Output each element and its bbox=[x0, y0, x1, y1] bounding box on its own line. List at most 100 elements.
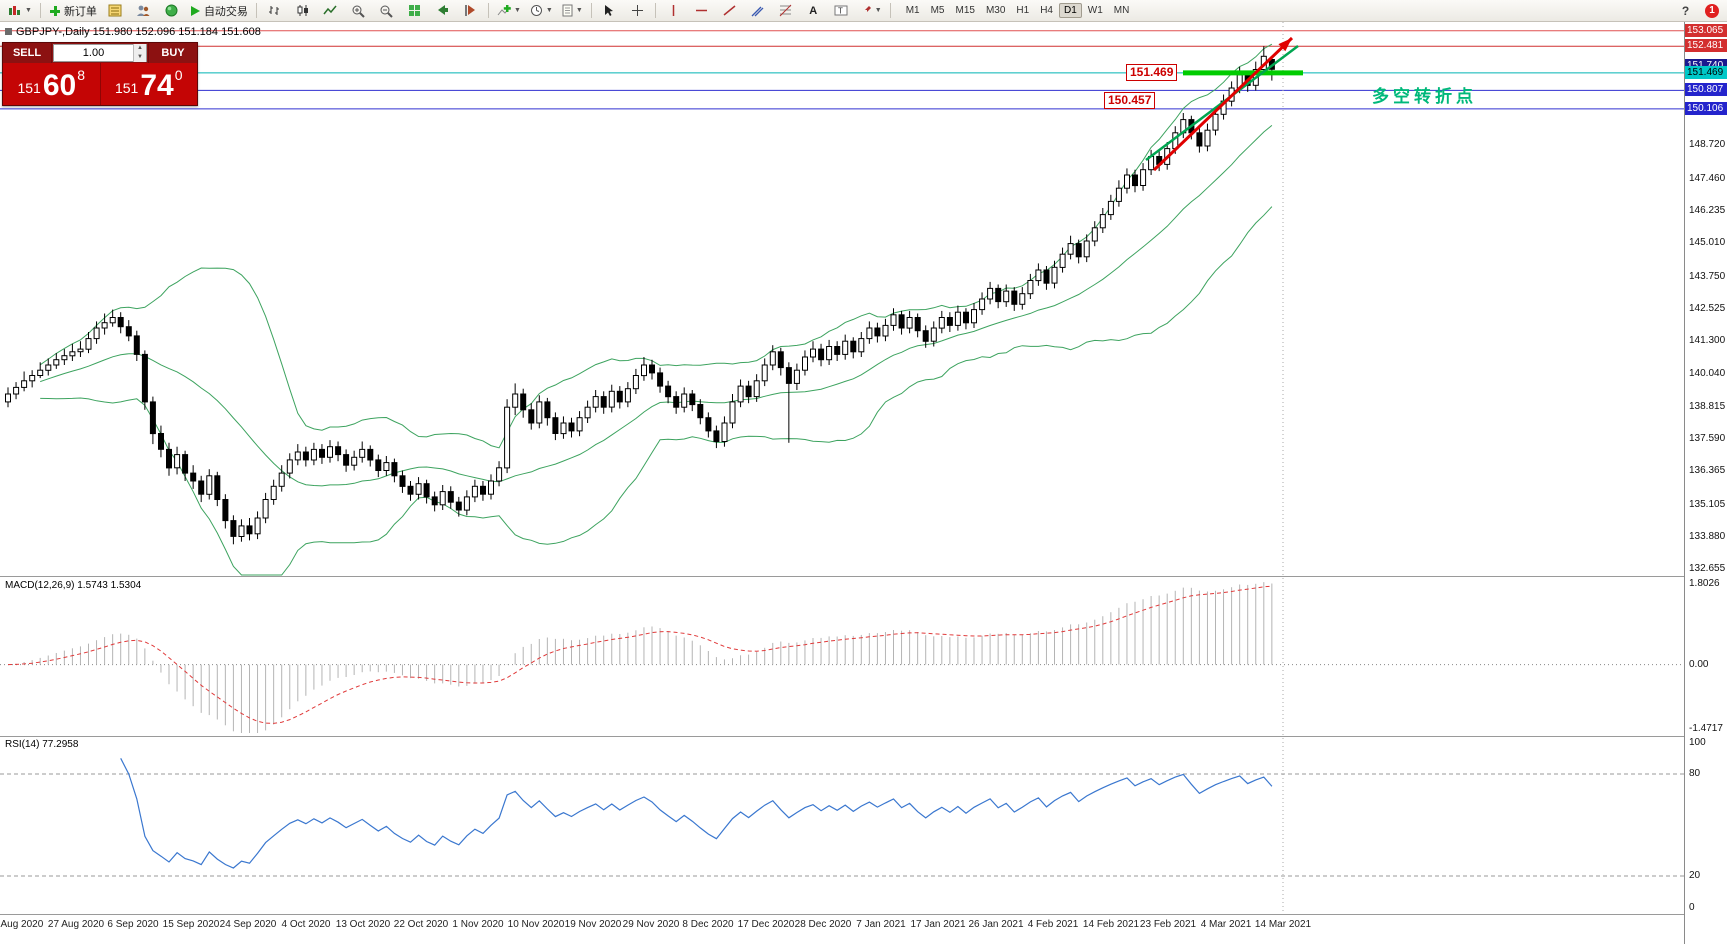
chevron-down-icon: ▼ bbox=[545, 7, 553, 14]
candle-body bbox=[898, 314, 905, 329]
timeframe-button-M30[interactable]: M30 bbox=[985, 5, 1006, 16]
periods-button[interactable]: ▼ bbox=[526, 1, 557, 21]
candle-body bbox=[769, 351, 776, 366]
timeframe-button-M15[interactable]: M15 bbox=[955, 5, 975, 16]
support-price-label[interactable]: 150.457 bbox=[1104, 92, 1156, 109]
crosshair-button[interactable] bbox=[624, 1, 651, 21]
uptrend-arrow[interactable] bbox=[1152, 36, 1294, 172]
chart-context-icon[interactable] bbox=[5, 28, 12, 35]
candle-body bbox=[882, 324, 889, 337]
volume-increase-button[interactable]: ▲ bbox=[134, 44, 146, 53]
line-chart-icon bbox=[323, 5, 338, 15]
candle-body bbox=[1019, 293, 1026, 305]
timeframe-button-H4[interactable]: H4 bbox=[1040, 5, 1053, 16]
candle-body bbox=[488, 480, 494, 495]
candle-body bbox=[1043, 269, 1050, 284]
channel-button[interactable] bbox=[744, 1, 771, 21]
candle-body bbox=[979, 298, 986, 311]
chevron-down-icon: ▼ bbox=[575, 7, 583, 14]
candle-body bbox=[327, 446, 333, 458]
chart-shift-button[interactable] bbox=[457, 1, 484, 21]
candle-body bbox=[158, 433, 164, 450]
horizontal-line-button[interactable] bbox=[688, 1, 715, 21]
bar-chart-button[interactable] bbox=[261, 1, 288, 21]
tile-windows-button[interactable] bbox=[401, 1, 428, 21]
zoom-in-button[interactable] bbox=[345, 1, 372, 21]
date-axis-label: 7 Jan 2021 bbox=[856, 919, 906, 930]
timeframe-button-MN[interactable]: MN bbox=[1113, 5, 1130, 16]
vertical-line-icon bbox=[672, 5, 674, 16]
candle-body bbox=[278, 472, 285, 487]
new-order-button[interactable]: 新订单 bbox=[45, 1, 101, 21]
date-axis-label: 14 Mar 2021 bbox=[1254, 919, 1312, 930]
candlestick-button[interactable] bbox=[289, 1, 316, 21]
volume-input[interactable] bbox=[54, 46, 133, 60]
turning-point-annotation[interactable]: 多空转折点 bbox=[1372, 87, 1477, 106]
chart-drawings bbox=[1145, 22, 1303, 913]
profiles-button[interactable] bbox=[130, 1, 157, 21]
buy-button[interactable]: BUY bbox=[148, 43, 197, 63]
help-button[interactable]: ? bbox=[1681, 3, 1690, 18]
chart-title: GBPJPY-,Daily 151.980 152.096 151.184 15… bbox=[5, 26, 261, 38]
timeframe-button-M5[interactable]: M5 bbox=[930, 5, 945, 16]
indicators-button[interactable]: ▼ bbox=[493, 1, 525, 21]
candle-body bbox=[335, 446, 342, 456]
arrow-head bbox=[1278, 38, 1292, 52]
shapes-button[interactable]: ▼ bbox=[856, 1, 886, 21]
timeframe-button-H1[interactable]: H1 bbox=[1016, 5, 1030, 16]
market-watch-button[interactable] bbox=[102, 1, 129, 21]
new-chart-button[interactable]: ▼ bbox=[4, 1, 36, 21]
time-axis[interactable] bbox=[0, 915, 1685, 944]
candle-body bbox=[504, 406, 511, 469]
sell-button[interactable]: SELL bbox=[3, 43, 52, 63]
date-axis-label: 4 Oct 2020 bbox=[281, 919, 331, 930]
bb-upper-band bbox=[39, 43, 1273, 449]
rsi-tick-label: 100 bbox=[1689, 737, 1706, 748]
text-label-button[interactable]: T bbox=[828, 1, 855, 21]
fibonacci-button[interactable] bbox=[772, 1, 799, 21]
navigator-button[interactable] bbox=[158, 1, 185, 21]
templates-button[interactable]: ▼ bbox=[558, 1, 587, 21]
line-chart-button[interactable] bbox=[317, 1, 344, 21]
price-scale-box: 152.481 bbox=[1685, 39, 1727, 52]
rsi-panel-separator[interactable] bbox=[0, 736, 1685, 737]
candle-body bbox=[407, 485, 414, 495]
price-scale-box: 150.807 bbox=[1685, 83, 1727, 96]
auto-scroll-button[interactable] bbox=[429, 1, 456, 21]
candle-body bbox=[826, 346, 833, 361]
cursor-button[interactable] bbox=[596, 1, 623, 21]
candle-body bbox=[673, 396, 680, 408]
zoom-in-icon bbox=[352, 5, 366, 18]
macd-panel-separator[interactable] bbox=[0, 576, 1685, 577]
candle-body bbox=[463, 496, 470, 511]
bid-price[interactable]: 151 60 8 bbox=[3, 63, 101, 105]
zoom-out-button[interactable] bbox=[373, 1, 400, 21]
ask-price[interactable]: 151 74 0 bbox=[114, 67, 183, 102]
candle-body bbox=[1140, 169, 1147, 186]
arrow-shape-icon bbox=[861, 5, 871, 15]
candle-body bbox=[1011, 290, 1018, 305]
fibonacci-icon bbox=[779, 4, 792, 17]
candle-body bbox=[705, 417, 712, 432]
candle-body bbox=[174, 454, 181, 469]
text-button[interactable]: A bbox=[809, 4, 818, 17]
notification-badge[interactable]: 1 bbox=[1705, 3, 1719, 18]
chart-shift-icon bbox=[464, 5, 475, 16]
price-tick-label: 142.525 bbox=[1689, 303, 1726, 314]
candle-body bbox=[834, 346, 841, 355]
resistance-price-label[interactable]: 151.469 bbox=[1126, 64, 1178, 81]
timeframe-button-W1[interactable]: W1 bbox=[1087, 5, 1103, 16]
timeframe-button-D1[interactable]: D1 bbox=[1059, 3, 1082, 18]
autotrading-button[interactable]: 自动交易 bbox=[186, 1, 252, 21]
rsi-tick-label: 80 bbox=[1689, 768, 1701, 779]
trendline-button[interactable] bbox=[716, 1, 743, 21]
candle-body bbox=[1107, 200, 1114, 216]
candle-body bbox=[447, 491, 454, 503]
volume-decrease-button[interactable]: ▼ bbox=[134, 53, 146, 62]
candle-body bbox=[190, 472, 197, 482]
vertical-line-button[interactable] bbox=[660, 1, 687, 21]
timeframe-button-M1[interactable]: M1 bbox=[905, 5, 920, 16]
candle-body bbox=[383, 462, 390, 472]
rsi-line bbox=[120, 758, 1273, 869]
